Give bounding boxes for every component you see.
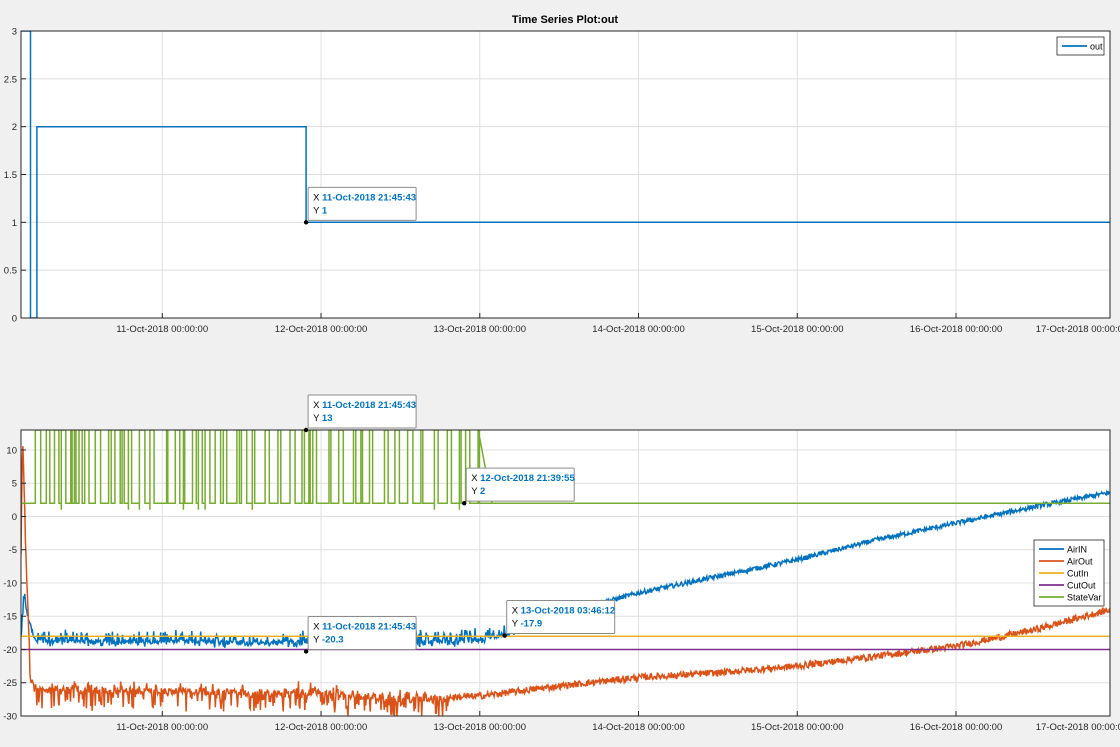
y-tick-label: -25 [3,678,17,689]
legend-entry-airin: AirIN [1067,545,1087,555]
y-tick-label: 0 [12,314,17,325]
datatip-x: X 11-Oct-2018 21:45:43 [313,621,416,632]
y-tick-label: 2.5 [4,74,17,85]
x-tick-label: 13-Oct-2018 00:00:00 [434,722,526,733]
x-tick-label: 15-Oct-2018 00:00:00 [751,722,843,733]
x-tick-label: 16-Oct-2018 00:00:00 [910,324,1002,335]
top-legend[interactable]: out [1056,36,1105,56]
datatip-box [307,186,417,221]
y-tick-label: -15 [3,612,17,623]
datatip[interactable]: X 11-Oct-2018 21:45:43 Y -20.3 [303,615,417,654]
x-tick-label: 14-Oct-2018 00:00:00 [592,722,684,733]
datatip-x: X 11-Oct-2018 21:45:43 [313,192,416,203]
datatip-box [506,600,616,635]
legend-entry-cutout: CutOut [1067,581,1096,591]
y-tick-label: 1 [12,218,17,229]
top-datatips[interactable]: X 11-Oct-2018 21:45:43 Y 1 [303,186,417,225]
x-tick-label: 16-Oct-2018 00:00:00 [910,722,1002,733]
y-tick-label: 1.5 [4,170,17,181]
y-tick-label: 5 [12,479,17,490]
datatip-marker [462,500,467,506]
x-tick-label: 11-Oct-2018 00:00:00 [116,324,208,335]
legend-entry-statevar: StateVar [1067,593,1101,603]
bottom-x-ticks: 11-Oct-2018 00:00:00 12-Oct-2018 00:00:00… [116,711,1120,733]
y-tick-label: 3 [12,27,17,38]
datatip-box [465,467,575,502]
bottom-y-ticks: -30 -25 -20 -15 -10 -5 0 5 10 [3,445,26,723]
bottom-series-layer [21,430,1110,716]
figure-title: Time Series Plot:out [512,14,618,26]
series-out-line [21,31,1110,318]
y-tick-label: -30 [3,712,17,723]
x-tick-label: 12-Oct-2018 00:00:00 [275,324,367,335]
datatip-box [307,394,417,429]
datatip-marker [303,649,309,654]
datatip-y: Y 13 [313,413,332,424]
y-tick-label: -20 [3,645,17,656]
y-tick-label: -10 [3,578,17,589]
bottom-datatips[interactable]: X 11-Oct-2018 21:45:43 Y 13 X 12-Oct-2018 … [303,394,616,654]
y-tick-label: -5 [9,545,17,556]
x-tick-label: 15-Oct-2018 00:00:00 [751,324,843,335]
x-tick-label: 17-Oct-2018 00:00:00 [1036,324,1120,335]
legend-entry-cutin: CutIn [1067,569,1089,579]
datatip[interactable]: X 13-Oct-2018 03:46:12 Y -17.9 [502,600,616,638]
datatip[interactable]: X 11-Oct-2018 21:45:43 Y 1 [303,186,417,225]
legend-entry-out: out [1090,42,1103,52]
datatip-marker [303,220,309,225]
y-tick-label: 0.5 [4,266,17,277]
y-tick-label: 2 [12,122,17,133]
y-tick-label: 10 [6,445,17,456]
top-axes[interactable]: 0 0.5 1 1.5 2 2.5 3 11-Oct-2018 00:00:00 12-Oct… [4,27,1120,336]
datatip[interactable]: X 12-Oct-2018 21:39:55 Y 2 [462,467,575,506]
bottom-legend[interactable]: AirIN AirOut CutIn CutOut StateVar [1033,539,1105,607]
bottom-axes-box [20,429,1111,717]
x-tick-label: 17-Oct-2018 00:00:00 [1036,722,1120,733]
x-tick-label: 11-Oct-2018 00:00:00 [116,722,208,733]
datatip-y: Y 2 [471,486,485,497]
top-y-ticks: 0 0.5 1 1.5 2 2.5 3 [4,27,26,325]
legend-entry-airout: AirOut [1067,557,1093,567]
datatip-x: X 12-Oct-2018 21:39:55 [471,473,575,484]
datatip-marker [303,427,309,433]
datatip-box [307,615,417,650]
datatip-x: X 13-Oct-2018 03:46:12 [512,606,616,617]
top-x-ticks: 11-Oct-2018 00:00:00 12-Oct-2018 00:00:00… [116,313,1120,335]
datatip-marker [502,633,507,638]
datatip-x: X 11-Oct-2018 21:45:43 [313,400,416,411]
x-tick-label: 13-Oct-2018 00:00:00 [434,324,526,335]
y-tick-label: 0 [12,512,17,523]
top-series-layer [21,31,1110,318]
x-tick-label: 14-Oct-2018 00:00:00 [592,324,684,335]
series-statevar-line [21,430,1110,510]
datatip-y: Y -17.9 [512,619,542,630]
datatip-y: Y 1 [313,205,328,216]
series-airout-line [21,446,1110,716]
datatip[interactable]: X 11-Oct-2018 21:45:43 Y 13 [303,394,417,433]
datatip-y: Y -20.3 [313,634,343,645]
x-tick-label: 12-Oct-2018 00:00:00 [275,722,367,733]
bottom-axes[interactable]: -30 -25 -20 -15 -10 -5 0 5 10 11-Oct-2018 00:00:… [3,394,1120,733]
